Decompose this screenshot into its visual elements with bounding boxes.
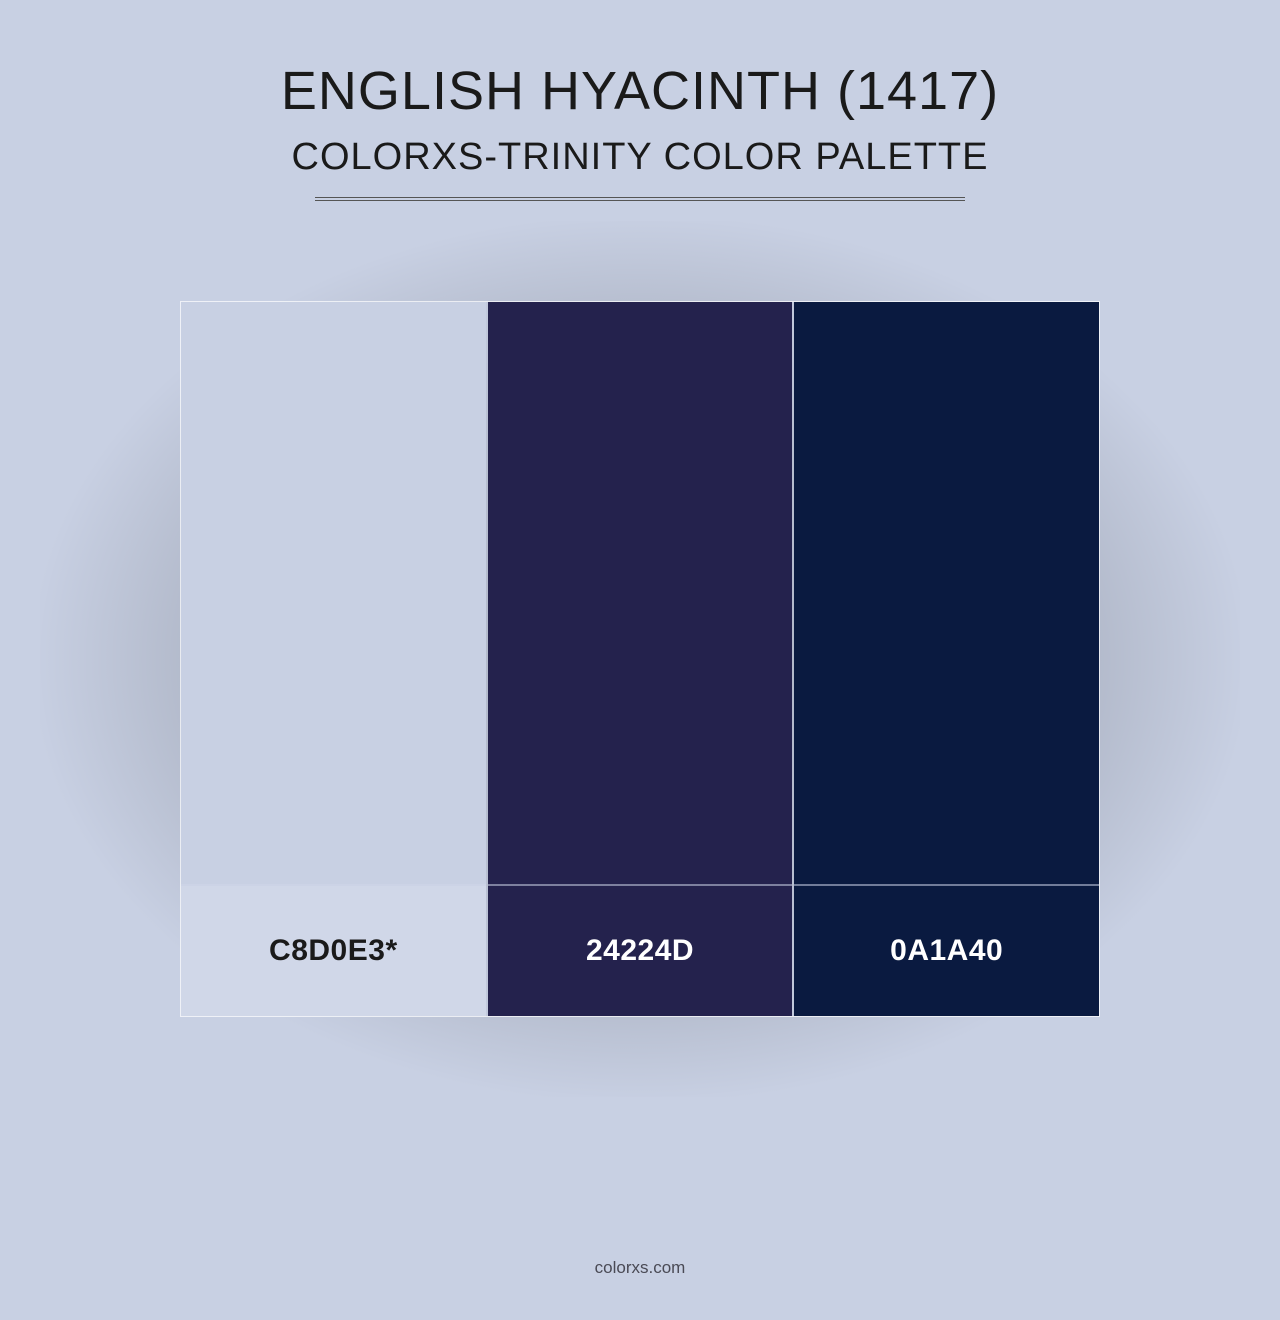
swatch-1-label: 24224D [586, 934, 694, 968]
swatch-2: 0A1A40 [792, 302, 1099, 1016]
swatch-1: 24224D [486, 302, 793, 1016]
swatch-1-color [488, 302, 793, 884]
header-divider [315, 197, 965, 201]
swatch-2-label: 0A1A40 [890, 934, 1003, 968]
swatch-0: C8D0E3* [181, 302, 486, 1016]
page-title: ENGLISH HYACINTH (1417) [281, 60, 999, 122]
color-palette: C8D0E3* 24224D 0A1A40 [180, 301, 1100, 1017]
page-subtitle: COLORXS-TRINITY COLOR PALETTE [292, 136, 989, 179]
swatch-0-label: C8D0E3* [269, 934, 398, 968]
swatch-0-label-block: C8D0E3* [181, 884, 486, 1016]
swatch-2-color [794, 302, 1099, 884]
swatch-0-color [181, 302, 486, 884]
swatch-1-label-block: 24224D [488, 884, 793, 1016]
footer-attribution: colorxs.com [0, 1258, 1280, 1278]
palette-wrapper: C8D0E3* 24224D 0A1A40 [140, 301, 1140, 1017]
page-container: ENGLISH HYACINTH (1417) COLORXS-TRINITY … [0, 0, 1280, 1320]
swatch-2-label-block: 0A1A40 [794, 884, 1099, 1016]
